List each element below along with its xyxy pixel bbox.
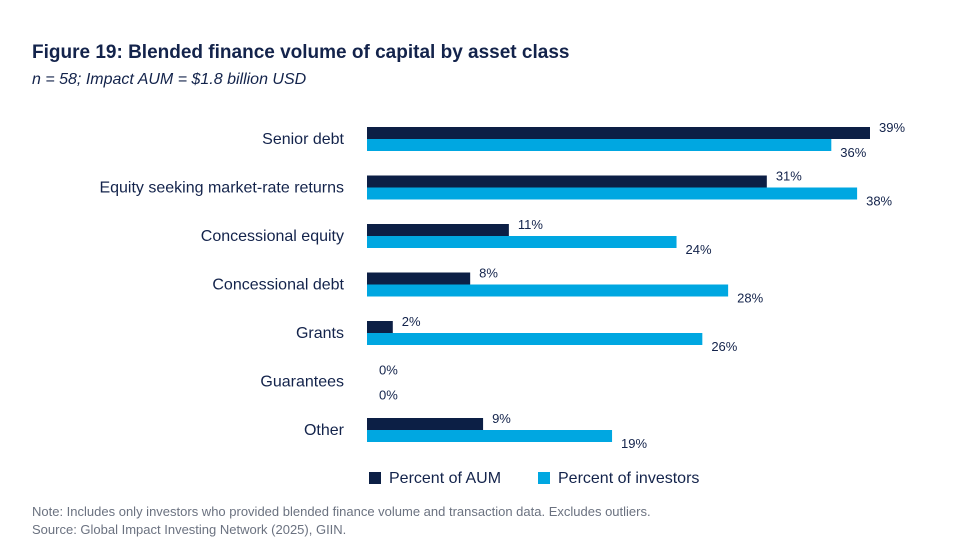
bar-investors: [367, 139, 832, 151]
category-label: Concessional equity: [201, 228, 344, 245]
bar-aum: [367, 224, 509, 236]
bar-investors: [367, 187, 858, 200]
category-label: Other: [304, 422, 345, 439]
bar-investors: [367, 284, 729, 297]
legend-label: Percent of AUM: [389, 470, 501, 487]
data-label: 2%: [402, 314, 421, 329]
data-label: 38%: [866, 194, 892, 209]
bar-chart: Senior debt 39% 36% Equity seeking market-r…: [99, 120, 905, 487]
category-label: Grants: [296, 325, 344, 342]
data-label: 8%: [479, 266, 498, 281]
legend-swatch-aum: [369, 472, 381, 484]
chart-source: Source: Global Impact Investing Network …: [32, 522, 347, 537]
data-label: 39%: [879, 120, 905, 135]
data-label: 11%: [518, 217, 543, 232]
bar-aum: [367, 127, 870, 139]
legend-label: Percent of investors: [558, 470, 699, 487]
data-label: 0%: [379, 363, 398, 378]
category-label: Equity seeking market-rate returns: [99, 180, 344, 197]
chart-title: Figure 19: Blended finance volume of cap…: [32, 42, 570, 63]
bar-aum: [367, 175, 767, 188]
category-label: Guarantees: [260, 374, 344, 391]
data-label: 9%: [492, 411, 511, 426]
bar-investors: [367, 236, 677, 248]
data-label: 26%: [711, 339, 737, 354]
bar-aum: [367, 272, 471, 285]
data-label: 19%: [621, 436, 647, 451]
data-label: 24%: [686, 242, 712, 257]
chart-subtitle: n = 58; Impact AUM = $1.8 billion USD: [32, 71, 307, 88]
bar-aum: [367, 321, 393, 333]
data-label: 28%: [737, 291, 763, 306]
chart-note: Note: Includes only investors who provid…: [32, 504, 651, 519]
data-label: 0%: [379, 388, 398, 403]
data-label: 31%: [776, 169, 802, 184]
bar-aum: [367, 418, 484, 430]
data-label: 36%: [840, 145, 866, 160]
bar-investors: [367, 430, 613, 442]
bar-investors: [367, 333, 703, 345]
legend-swatch-investors: [538, 472, 550, 484]
category-label: Concessional debt: [212, 277, 344, 294]
category-label: Senior debt: [262, 131, 344, 148]
